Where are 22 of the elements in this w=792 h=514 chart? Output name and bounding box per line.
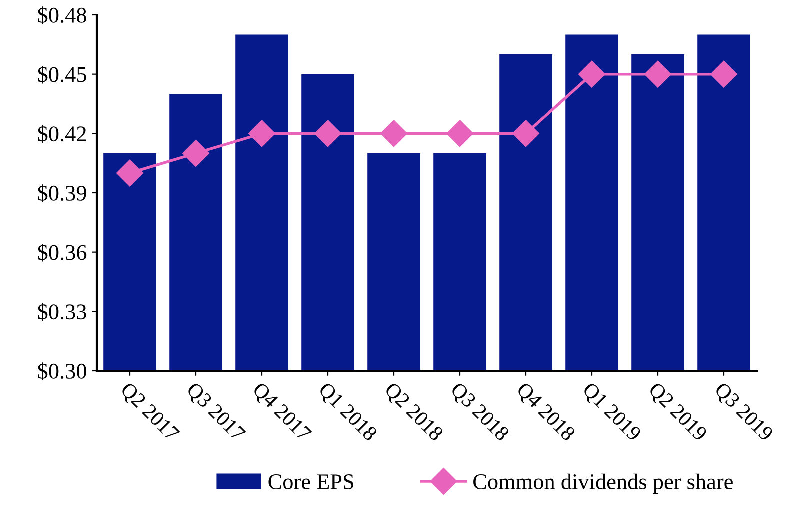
- x-tick-label: Q2 2017: [118, 382, 180, 444]
- point: [578, 60, 606, 88]
- y-tick-label: $0.30: [38, 362, 86, 380]
- point: [644, 60, 672, 88]
- point: [512, 120, 540, 148]
- legend-label: Core EPS: [268, 474, 354, 490]
- y-tick-label: $0.48: [38, 6, 86, 24]
- point: [446, 120, 474, 148]
- point: [248, 120, 276, 148]
- y-tick-label: $0.42: [38, 125, 86, 144]
- y-tick-label: $0.45: [38, 66, 86, 84]
- x-tick-label: Q3 2017: [184, 382, 246, 444]
- y-tick-label: $0.36: [38, 244, 87, 262]
- y-tick-label: $0.39: [38, 184, 86, 202]
- point: [314, 120, 342, 148]
- x-tick-label: Q4 2017: [250, 382, 312, 444]
- point: [380, 120, 408, 148]
- point: [116, 160, 144, 187]
- y-tick-label: $0.33: [38, 303, 86, 322]
- point: [710, 60, 738, 88]
- point: [182, 140, 210, 167]
- legend-label: Common dividends per share: [474, 474, 733, 494]
